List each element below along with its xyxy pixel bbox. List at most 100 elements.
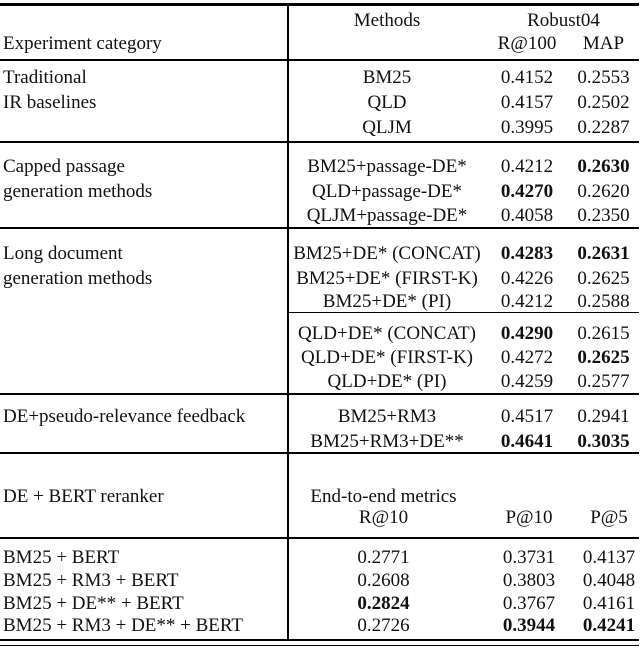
r100-cell: 0.4283 xyxy=(500,242,554,264)
table2-header-line2: R@10 P@10 P@5 xyxy=(0,506,640,530)
table-row: QLD+DE* (PI) 0.4259 0.2577 xyxy=(0,369,640,394)
p5-header: P@5 xyxy=(590,507,628,528)
p5-cell: 0.4048 xyxy=(582,570,636,591)
method-cell: BM25 + BERT xyxy=(3,547,120,568)
table-row: QLJM+passage-DE* 0.4058 0.2350 xyxy=(0,203,640,228)
method-cell: QLJM+passage-DE* xyxy=(306,204,468,226)
table-row: Long document BM25+DE* (CONCAT) 0.4283 0… xyxy=(0,241,640,266)
table-row: DE+pseudo-relevance feedback BM25+RM3 0.… xyxy=(0,404,640,429)
table-row: BM25 + RM3 + BERT 0.2608 0.3803 0.4048 xyxy=(0,569,640,593)
method-cell: BM25 + DE** + BERT xyxy=(3,593,184,614)
p5-cell: 0.4161 xyxy=(582,593,636,614)
method-cell: QLD+passage-DE* xyxy=(311,180,462,202)
table-row: BM25 + RM3 + DE** + BERT 0.2726 0.3944 0… xyxy=(0,614,640,638)
map-cell: 0.2625 xyxy=(577,267,630,289)
method-cell: QLD+DE* (FIRST-K) xyxy=(300,346,474,368)
r100-cell: 0.4212 xyxy=(500,290,554,312)
table-bottom-rule-heavy xyxy=(0,639,639,642)
method-cell: QLJM xyxy=(362,116,412,138)
r100-cell: 0.4290 xyxy=(500,322,554,344)
p5-cell: 0.4241 xyxy=(582,615,636,636)
table-row: BM25 + DE** + BERT 0.2824 0.3767 0.4161 xyxy=(0,592,640,616)
category-cell: Capped passage xyxy=(3,155,125,177)
map-cell: 0.2631 xyxy=(577,242,630,264)
map-cell: 0.2350 xyxy=(577,204,630,226)
reranker-header: DE + BERT reranker xyxy=(3,486,164,507)
method-cell: BM25+DE* (FIRST-K) xyxy=(296,267,478,289)
table-row: generation methods BM25+DE* (FIRST-K) 0.… xyxy=(0,266,640,291)
method-cell: BM25+passage-DE* xyxy=(307,155,467,177)
r100-cell: 0.4058 xyxy=(500,204,554,226)
method-cell: BM25 + RM3 + BERT xyxy=(3,570,179,591)
dataset-header: Robust04 xyxy=(527,9,600,31)
header1-separator-rule xyxy=(0,59,639,61)
method-cell: QLD+DE* (CONCAT) xyxy=(297,322,476,344)
map-cell: 0.2287 xyxy=(577,116,630,138)
r100-cell: 0.3995 xyxy=(500,116,554,138)
category-cell: generation methods xyxy=(3,267,153,289)
table1-header-line1: Methods Robust04 xyxy=(0,8,640,33)
method-cell: BM25+RM3 xyxy=(337,405,437,427)
r100-cell: 0.4152 xyxy=(500,66,554,88)
header2-separator-rule xyxy=(0,537,639,539)
map-cell: 0.2553 xyxy=(577,66,630,88)
method-cell: BM25+DE* (CONCAT) xyxy=(293,242,481,264)
r100-cell: 0.4272 xyxy=(500,346,554,368)
map-cell: 0.2630 xyxy=(577,155,630,177)
partial-rule-longdoc xyxy=(288,312,639,314)
map-cell: 0.2615 xyxy=(577,322,630,344)
r10-cell: 0.2726 xyxy=(357,615,410,636)
table-row: QLJM 0.3995 0.2287 xyxy=(0,115,640,140)
r100-cell: 0.4212 xyxy=(500,155,554,177)
method-cell: QLD xyxy=(367,91,407,113)
method-cell: BM25+RM3+DE** xyxy=(310,430,464,452)
p10-cell: 0.3803 xyxy=(502,570,556,591)
table-top-rule xyxy=(0,3,639,6)
end-to-end-metrics-header: End-to-end metrics xyxy=(310,486,457,507)
table-row: QLD+DE* (FIRST-K) 0.4272 0.2625 xyxy=(0,345,640,370)
table-row: QLD+DE* (CONCAT) 0.4290 0.2615 xyxy=(0,321,640,346)
p10-cell: 0.3731 xyxy=(502,547,556,568)
p5-cell: 0.4137 xyxy=(582,547,636,568)
r100-cell: 0.4226 xyxy=(500,267,554,289)
map-cell: 0.2941 xyxy=(577,405,630,427)
p10-cell: 0.3767 xyxy=(502,593,556,614)
r10-cell: 0.2771 xyxy=(357,547,410,568)
section-rule-capped xyxy=(0,227,639,229)
table2-header-line1: DE + BERT reranker End-to-end metrics xyxy=(0,485,640,509)
table-row: IR baselines QLD 0.4157 0.2502 xyxy=(0,90,640,115)
table-row: BM25+RM3+DE** 0.4641 0.3035 xyxy=(0,429,640,454)
category-cell: Traditional xyxy=(3,66,87,88)
map-cell: 0.2577 xyxy=(577,370,630,392)
table-row: BM25+DE* (PI) 0.4212 0.2588 xyxy=(0,289,640,314)
map-cell: 0.2502 xyxy=(577,91,630,113)
category-cell: DE+pseudo-relevance feedback xyxy=(3,405,246,427)
p10-cell: 0.3944 xyxy=(502,615,556,636)
column-divider-rule xyxy=(287,6,289,639)
table1-header-line2: Experiment category R@100 MAP xyxy=(0,31,640,56)
map-cell: 0.2625 xyxy=(577,346,630,368)
table-bottom-rule-light xyxy=(0,644,639,646)
table-row: Traditional BM25 0.4152 0.2553 xyxy=(0,65,640,90)
r100-cell: 0.4259 xyxy=(500,370,554,392)
table-row: BM25 + BERT 0.2771 0.3731 0.4137 xyxy=(0,546,640,570)
map-cell: 0.3035 xyxy=(577,430,630,452)
table-row: generation methods QLD+passage-DE* 0.427… xyxy=(0,179,640,204)
r100-cell: 0.4517 xyxy=(500,405,554,427)
method-cell: BM25 xyxy=(362,66,412,88)
method-cell: QLD+DE* (PI) xyxy=(327,370,447,392)
p10-header: P@10 xyxy=(505,507,553,528)
r100-cell: 0.4157 xyxy=(500,91,554,113)
section-rule-baselines xyxy=(0,141,639,143)
method-cell: BM25 + RM3 + DE** + BERT xyxy=(3,615,244,636)
r10-header: R@10 xyxy=(358,507,409,528)
r100-header: R@100 xyxy=(497,32,557,54)
map-cell: 0.2588 xyxy=(577,290,630,312)
category-cell: generation methods xyxy=(3,180,153,202)
table1-bottom-rule xyxy=(0,452,639,454)
table-row: Capped passage BM25+passage-DE* 0.4212 0… xyxy=(0,154,640,179)
map-cell: 0.2620 xyxy=(577,180,630,202)
r100-cell: 0.4641 xyxy=(500,430,554,452)
methods-header: Methods xyxy=(353,9,421,31)
